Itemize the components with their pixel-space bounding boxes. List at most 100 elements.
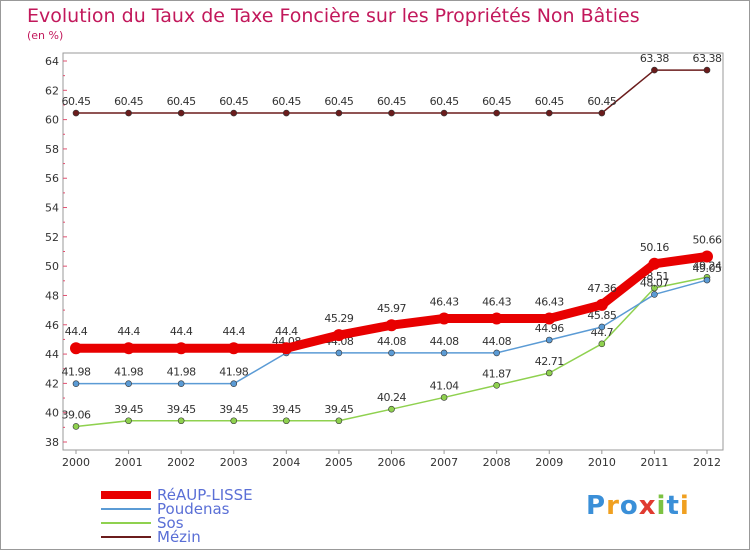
data-label-sos: 39.06 bbox=[62, 408, 91, 421]
data-label-r-aup-lisse: 50.16 bbox=[640, 241, 669, 254]
data-point-m-zin bbox=[703, 66, 711, 74]
x-tick-label: 2002 bbox=[167, 456, 195, 469]
data-point-m-zin bbox=[388, 109, 395, 117]
y-unit-label: (en %) bbox=[27, 29, 64, 42]
data-label-poudenas: 41.98 bbox=[219, 366, 248, 379]
data-label-sos: 41.87 bbox=[482, 367, 511, 380]
data-label-poudenas: 41.98 bbox=[167, 366, 196, 379]
data-point-m-zin bbox=[72, 109, 80, 117]
y-tick-label: 44 bbox=[45, 348, 59, 361]
x-tick-label: 2011 bbox=[640, 456, 668, 469]
data-point-sos bbox=[230, 417, 238, 425]
data-point-m-zin bbox=[230, 109, 238, 117]
x-tick-label: 2004 bbox=[272, 456, 300, 469]
data-point-r-aup-lisse bbox=[280, 342, 293, 355]
data-label-m-zin: 60.45 bbox=[272, 95, 301, 108]
data-point-r-aup-lisse bbox=[490, 312, 503, 325]
data-point-poudenas bbox=[125, 380, 132, 387]
data-label-poudenas: 41.98 bbox=[114, 366, 143, 379]
data-label-sos: 49.24 bbox=[693, 259, 722, 272]
data-label-poudenas: 44.08 bbox=[377, 335, 406, 348]
y-tick-label: 46 bbox=[45, 319, 59, 332]
data-label-m-zin: 60.45 bbox=[482, 95, 511, 108]
data-label-r-aup-lisse: 44.4 bbox=[275, 325, 298, 338]
chart-title: Evolution du Taux de Taxe Foncière sur l… bbox=[27, 5, 640, 27]
data-point-m-zin bbox=[598, 109, 606, 117]
x-tick-label: 2000 bbox=[62, 456, 90, 469]
y-tick-label: 52 bbox=[45, 231, 59, 244]
x-tick-label: 2006 bbox=[378, 456, 406, 469]
data-label-m-zin: 60.45 bbox=[114, 95, 143, 108]
y-tick-label: 60 bbox=[45, 114, 59, 127]
data-label-sos: 39.45 bbox=[272, 403, 301, 416]
data-label-sos: 40.24 bbox=[377, 391, 406, 404]
y-tick-label: 38 bbox=[45, 436, 59, 449]
data-label-r-aup-lisse: 46.43 bbox=[535, 295, 564, 308]
y-tick-label: 42 bbox=[45, 377, 59, 390]
data-label-poudenas: 48.07 bbox=[640, 276, 669, 289]
x-tick-label: 2010 bbox=[588, 456, 616, 469]
data-point-sos bbox=[72, 423, 80, 430]
data-point-r-aup-lisse bbox=[175, 342, 188, 355]
x-tick-label: 2001 bbox=[115, 456, 143, 469]
data-label-r-aup-lisse: 45.97 bbox=[377, 302, 406, 315]
y-tick-label: 64 bbox=[45, 55, 59, 68]
y-tick-label: 48 bbox=[45, 289, 59, 302]
data-point-poudenas bbox=[651, 291, 658, 298]
data-label-poudenas: 44.08 bbox=[430, 335, 459, 348]
data-point-r-aup-lisse bbox=[332, 329, 345, 342]
data-label-sos: 39.45 bbox=[167, 403, 196, 416]
data-point-poudenas bbox=[72, 380, 80, 387]
data-point-r-aup-lisse bbox=[543, 312, 556, 325]
data-point-sos bbox=[283, 417, 290, 425]
legend-label: Poudenas bbox=[157, 500, 230, 518]
data-label-poudenas: 49.05 bbox=[693, 262, 722, 275]
data-point-m-zin bbox=[335, 109, 343, 117]
y-tick-label: 54 bbox=[45, 202, 59, 215]
data-label-m-zin: 63.38 bbox=[693, 52, 722, 65]
data-point-poudenas bbox=[440, 349, 448, 357]
legend-item-reaup-lisse: RéAUP-LISSE bbox=[101, 488, 253, 503]
data-label-r-aup-lisse: 50.66 bbox=[693, 233, 722, 246]
y-tick-label: 58 bbox=[45, 143, 59, 156]
data-point-sos bbox=[177, 417, 185, 425]
data-label-m-zin: 60.45 bbox=[430, 95, 459, 108]
data-point-sos bbox=[545, 369, 553, 377]
x-tick-label: 2012 bbox=[693, 456, 721, 469]
legend-label: Mézin bbox=[157, 528, 201, 546]
data-point-r-aup-lisse bbox=[595, 298, 608, 311]
data-point-poudenas bbox=[598, 323, 606, 331]
data-label-m-zin: 60.45 bbox=[62, 95, 91, 108]
data-point-sos bbox=[125, 417, 132, 425]
data-label-sos: 42.71 bbox=[535, 355, 564, 368]
legend-item-sos: Sos bbox=[101, 514, 184, 532]
data-point-r-aup-lisse bbox=[701, 250, 713, 263]
data-point-m-zin bbox=[177, 109, 185, 117]
data-label-r-aup-lisse: 47.36 bbox=[587, 282, 616, 295]
data-label-poudenas: 45.85 bbox=[587, 309, 616, 322]
data-point-r-aup-lisse bbox=[648, 257, 661, 270]
legend-item-poudenas: Poudenas bbox=[101, 500, 230, 518]
data-point-m-zin bbox=[651, 66, 658, 74]
data-point-r-aup-lisse bbox=[438, 312, 451, 325]
data-label-r-aup-lisse: 46.43 bbox=[482, 295, 511, 308]
data-point-m-zin bbox=[283, 109, 290, 117]
data-label-sos: 39.45 bbox=[114, 403, 143, 416]
x-tick-label: 2003 bbox=[220, 456, 248, 469]
data-point-poudenas bbox=[703, 276, 711, 284]
data-point-m-zin bbox=[545, 109, 553, 117]
data-label-sos: 41.04 bbox=[430, 379, 459, 392]
data-point-poudenas bbox=[493, 349, 500, 357]
data-point-sos bbox=[651, 284, 658, 292]
data-point-r-aup-lisse bbox=[227, 342, 240, 355]
proxiti-logo: Proxiti bbox=[586, 491, 690, 521]
legend-label: Sos bbox=[157, 514, 184, 532]
data-point-poudenas bbox=[177, 380, 185, 387]
data-label-m-zin: 60.45 bbox=[324, 95, 353, 108]
data-point-m-zin bbox=[125, 109, 132, 117]
data-point-sos bbox=[335, 417, 343, 425]
data-point-r-aup-lisse bbox=[70, 342, 82, 355]
data-point-m-zin bbox=[440, 109, 448, 117]
